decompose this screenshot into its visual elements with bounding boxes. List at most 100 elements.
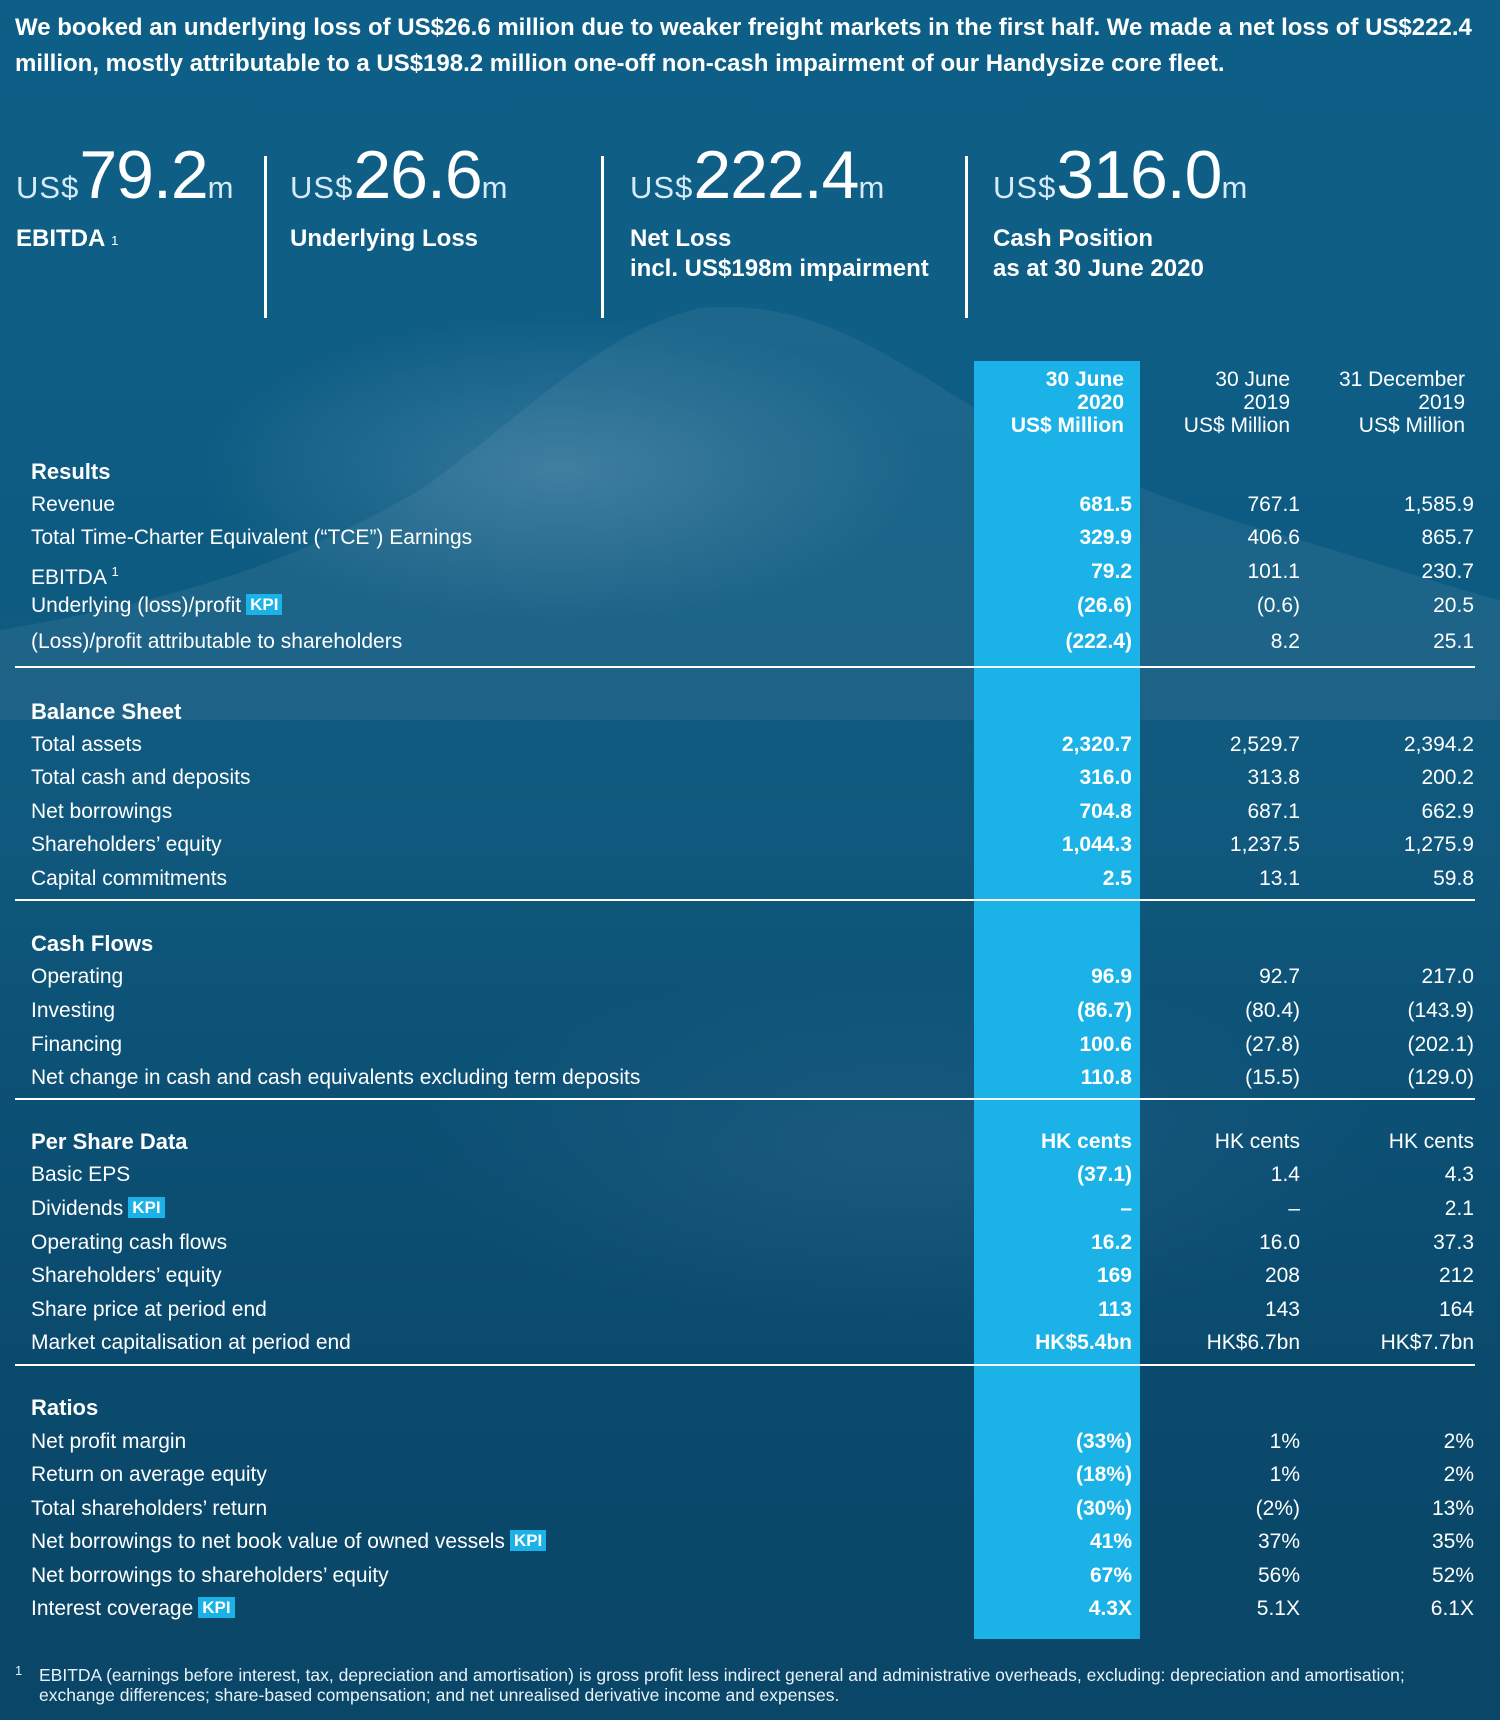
row-label: EBITDA xyxy=(31,566,106,589)
value-2020: 2.5 xyxy=(1102,867,1132,890)
footnote-text: EBITDA (earnings before interest, tax, d… xyxy=(39,1665,1405,1705)
footnote-marker: 1 xyxy=(111,233,119,248)
value-2020: (18%) xyxy=(1075,1463,1132,1486)
row-label: Investing xyxy=(31,999,116,1022)
value-dec-2019: (202.1) xyxy=(1407,1033,1474,1056)
row-label: Net change in cash and cash equivalents … xyxy=(31,1066,641,1089)
unit-jun-2019: HK cents xyxy=(1214,1130,1300,1153)
row-label: Dividends xyxy=(31,1197,124,1220)
row-label: Share price at period end xyxy=(31,1298,267,1321)
section-divider xyxy=(15,899,1475,901)
value-dec-2019: 2% xyxy=(1443,1463,1474,1486)
value-jun-2019: 101.1 xyxy=(1247,560,1300,583)
value-2020: 113 xyxy=(1098,1298,1132,1321)
section-title: Results xyxy=(31,459,111,484)
value-dec-2019: 2% xyxy=(1443,1430,1474,1453)
value-jun-2019: 143 xyxy=(1264,1298,1300,1321)
kpi-strip: US$79.2m EBITDA 1 US$26.6m Underlying Lo… xyxy=(0,140,1500,320)
kpi-divider xyxy=(965,156,968,318)
row-label: Basic EPS xyxy=(31,1163,131,1186)
footnote-marker: 1 xyxy=(111,564,119,579)
table-row: Net profit margin (33%) 1% 2% xyxy=(0,1425,1500,1459)
section-divider xyxy=(15,1098,1475,1100)
unit-2020: HK cents xyxy=(1040,1130,1132,1153)
section-title-balance-sheet: Balance Sheet xyxy=(0,695,1500,729)
value-dec-2019: 35% xyxy=(1431,1530,1474,1553)
value-2020: 100.6 xyxy=(1079,1033,1132,1056)
table-row: Total assets 2,320.7 2,529.7 2,394.2 xyxy=(0,728,1500,762)
value-jun-2019: 1,237.5 xyxy=(1229,833,1300,856)
value-dec-2019: 164 xyxy=(1438,1298,1474,1321)
value-dec-2019: 662.9 xyxy=(1421,800,1474,823)
value-dec-2019: 4.3 xyxy=(1444,1163,1474,1186)
table-row: Operating cash flows 16.2 16.0 37.3 xyxy=(0,1226,1500,1260)
table-row: EBITDA 1 79.2 101.1 230.7 xyxy=(0,555,1500,589)
table-row: Total Time-Charter Equivalent (“TCE”) Ea… xyxy=(0,521,1500,555)
section-title-results: Results xyxy=(0,455,1500,489)
table-row: Total shareholders’ return (30%) (2%) 13% xyxy=(0,1492,1500,1526)
value-dec-2019: 13% xyxy=(1431,1497,1474,1520)
kpi-value: 316.0 xyxy=(1056,137,1222,213)
row-label: Net borrowings to net book value of owne… xyxy=(31,1530,505,1553)
row-label: Shareholders’ equity xyxy=(31,833,222,856)
kpi-label: EBITDA xyxy=(16,225,105,252)
table-row: Net change in cash and cash equivalents … xyxy=(0,1061,1500,1095)
value-jun-2019: (0.6) xyxy=(1256,594,1300,617)
value-dec-2019: 59.8 xyxy=(1433,867,1474,890)
value-jun-2019: 16.0 xyxy=(1259,1231,1300,1254)
section-title-ratios: Ratios xyxy=(0,1391,1500,1425)
value-2020: 1,044.3 xyxy=(1061,833,1132,856)
value-jun-2019: 406.6 xyxy=(1247,526,1300,549)
kpi-badge: KPI xyxy=(128,1197,165,1218)
value-2020: 96.9 xyxy=(1091,965,1132,988)
value-2020: (86.7) xyxy=(1077,999,1132,1022)
footnote-marker: 1 xyxy=(15,1663,23,1678)
value-dec-2019: 2.1 xyxy=(1444,1197,1474,1220)
value-dec-2019: 1,275.9 xyxy=(1403,833,1474,856)
current-period-highlight-column xyxy=(974,361,1140,1639)
row-label: Net borrowings to shareholders’ equity xyxy=(31,1564,389,1587)
table-row: Financing 100.6 (27.8) (202.1) xyxy=(0,1028,1500,1062)
table-row: Interest coverage KPI 4.3X 5.1X 6.1X xyxy=(0,1592,1500,1626)
value-jun-2019: 1% xyxy=(1269,1463,1300,1486)
value-2020: 329.9 xyxy=(1079,526,1132,549)
value-2020: – xyxy=(1120,1197,1132,1220)
kpi-suffix: m xyxy=(207,170,234,205)
kpi-sublabel: as at 30 June 2020 xyxy=(993,255,1204,282)
row-label: Revenue xyxy=(31,493,116,516)
value-2020: 4.3X xyxy=(1088,1597,1132,1620)
row-label: Capital commitments xyxy=(31,867,228,890)
kpi-cash-position: US$316.0m Cash Position as at 30 June 202… xyxy=(993,140,1247,318)
value-dec-2019: HK$7.7bn xyxy=(1380,1331,1474,1354)
value-2020: (222.4) xyxy=(1065,630,1132,653)
row-label: Net profit margin xyxy=(31,1430,187,1453)
value-dec-2019: (143.9) xyxy=(1407,999,1474,1022)
column-header-line: 2019 xyxy=(1243,391,1290,414)
value-2020: (30%) xyxy=(1075,1497,1132,1520)
unit-dec-2019: HK cents xyxy=(1388,1130,1474,1153)
value-jun-2019: 8.2 xyxy=(1270,630,1300,653)
row-label: Interest coverage xyxy=(31,1597,194,1620)
table-row: Operating 96.9 92.7 217.0 xyxy=(0,960,1500,994)
value-jun-2019: (80.4) xyxy=(1245,999,1300,1022)
row-label: Operating cash flows xyxy=(31,1231,228,1254)
value-jun-2019: – xyxy=(1288,1197,1300,1220)
value-2020: 704.8 xyxy=(1079,800,1132,823)
table-row: Net borrowings to shareholders’ equity 67… xyxy=(0,1559,1500,1593)
kpi-value: 79.2 xyxy=(79,137,208,213)
value-dec-2019: 6.1X xyxy=(1430,1597,1474,1620)
kpi-net-loss: US$222.4m Net Loss incl. US$198m impairme… xyxy=(630,140,929,318)
kpi-label: Underlying Loss xyxy=(290,225,479,252)
value-jun-2019: 92.7 xyxy=(1259,965,1300,988)
value-jun-2019: 5.1X xyxy=(1256,1597,1300,1620)
value-jun-2019: (27.8) xyxy=(1245,1033,1300,1056)
table-row: Net borrowings to net book value of owne… xyxy=(0,1525,1500,1559)
value-dec-2019: (129.0) xyxy=(1407,1066,1474,1089)
table-row: Capital commitments 2.5 13.1 59.8 xyxy=(0,862,1500,896)
kpi-suffix: m xyxy=(1221,170,1248,205)
kpi-sublabel: incl. US$198m impairment xyxy=(630,255,929,282)
column-header-31-december-2019: 31 December 2019 US$ Million xyxy=(1290,368,1465,437)
value-jun-2019: 1% xyxy=(1269,1430,1300,1453)
value-dec-2019: 2,394.2 xyxy=(1403,733,1474,756)
table-row: Investing (86.7) (80.4) (143.9) xyxy=(0,994,1500,1028)
